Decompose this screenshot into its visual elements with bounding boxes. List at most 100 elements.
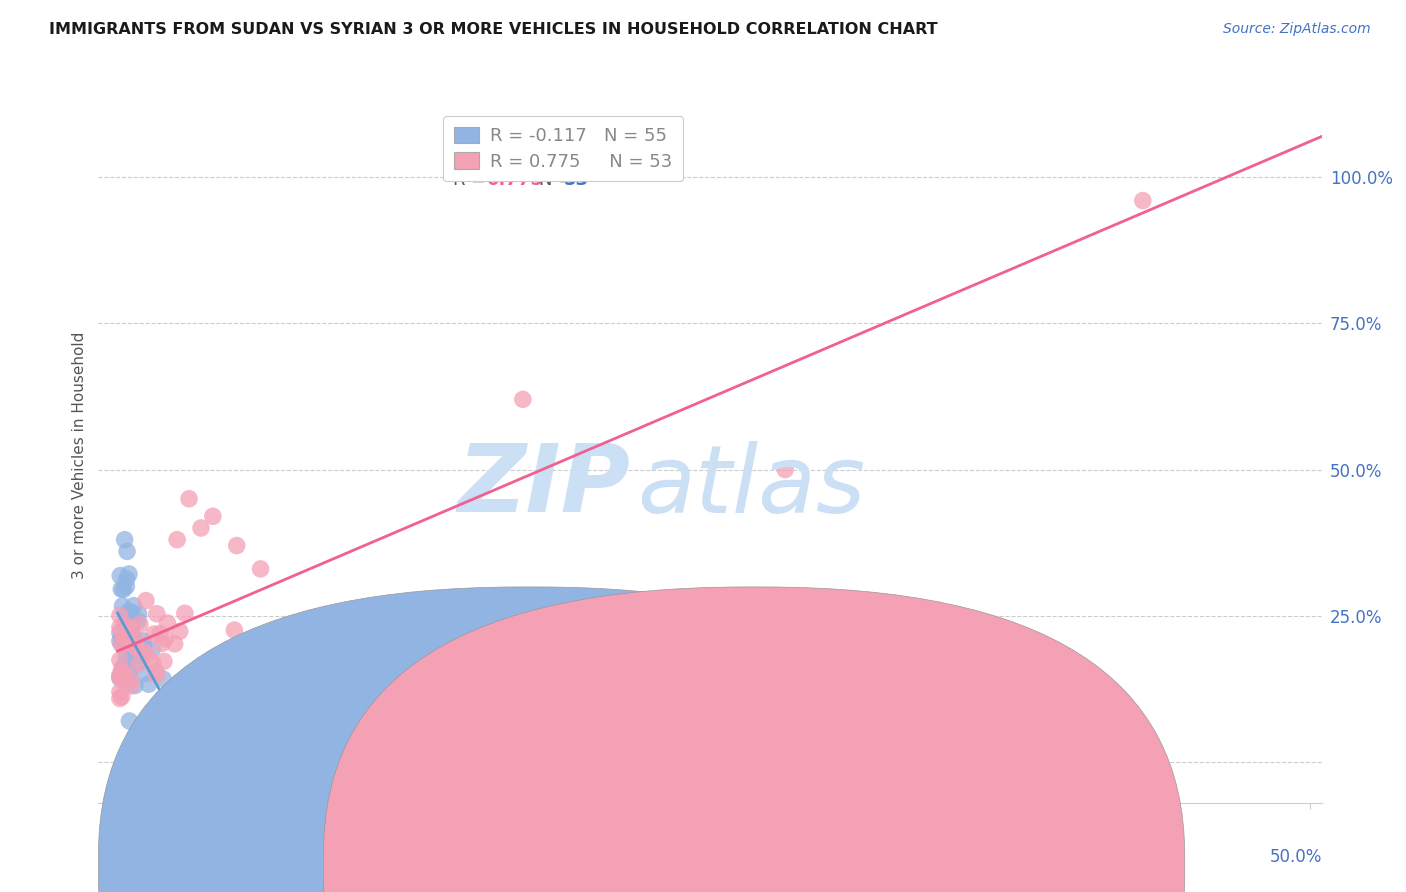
- Y-axis label: 3 or more Vehicles in Household: 3 or more Vehicles in Household: [72, 331, 87, 579]
- Point: [127, 614, 149, 628]
- Point: [108, 653, 131, 667]
- Point: [118, 665, 141, 679]
- Text: ZIP: ZIP: [457, 441, 630, 533]
- Point: [773, 462, 796, 476]
- Point: [129, 617, 152, 632]
- Point: [111, 599, 134, 613]
- Point: [132, 645, 155, 659]
- Point: [114, 669, 136, 683]
- Point: [118, 567, 141, 582]
- Point: [128, 654, 150, 668]
- Point: [166, 533, 188, 547]
- Text: 53: 53: [564, 171, 588, 189]
- Point: [118, 609, 141, 624]
- Point: [108, 620, 131, 634]
- Point: [108, 670, 131, 684]
- Point: [156, 615, 179, 630]
- Point: [179, 714, 201, 729]
- Point: [111, 667, 134, 681]
- Point: [512, 392, 534, 407]
- Point: [108, 685, 131, 699]
- Point: [146, 607, 169, 621]
- Point: [120, 673, 142, 687]
- Point: [114, 616, 136, 631]
- Point: [124, 632, 146, 647]
- Point: [146, 668, 169, 682]
- Point: [110, 582, 132, 596]
- Point: [120, 605, 142, 619]
- Point: [177, 491, 200, 506]
- Point: [112, 639, 135, 653]
- Point: [118, 633, 141, 648]
- Point: [1132, 194, 1154, 208]
- Point: [111, 632, 134, 646]
- Text: 0.775: 0.775: [486, 171, 543, 189]
- Text: 0.0%: 0.0%: [98, 848, 141, 866]
- Point: [108, 634, 131, 648]
- Point: [120, 610, 142, 624]
- Point: [249, 562, 271, 576]
- Text: R =: R =: [453, 171, 492, 189]
- Point: [136, 648, 159, 663]
- Text: IMMIGRANTS FROM SUDAN VS SYRIAN 3 OR MORE VEHICLES IN HOUSEHOLD CORRELATION CHAR: IMMIGRANTS FROM SUDAN VS SYRIAN 3 OR MOR…: [49, 22, 938, 37]
- Point: [117, 666, 139, 681]
- Point: [138, 677, 160, 691]
- Point: [131, 721, 153, 735]
- Point: [121, 613, 143, 627]
- Point: [224, 623, 246, 637]
- Point: [115, 648, 138, 663]
- Point: [110, 637, 132, 651]
- Point: [201, 509, 224, 524]
- Point: [111, 673, 134, 688]
- Point: [145, 664, 167, 678]
- Point: [108, 691, 131, 706]
- Text: Immigrants from Sudan: Immigrants from Sudan: [555, 858, 737, 872]
- Point: [121, 628, 143, 642]
- Point: [112, 665, 135, 680]
- Point: [108, 671, 131, 685]
- Point: [135, 593, 157, 607]
- Point: [118, 665, 141, 680]
- Point: [111, 662, 134, 676]
- Text: -0.117: -0.117: [486, 136, 551, 154]
- Text: Source: ZipAtlas.com: Source: ZipAtlas.com: [1223, 22, 1371, 37]
- Point: [149, 626, 172, 640]
- Point: [132, 634, 155, 648]
- Point: [190, 521, 212, 535]
- Text: Syrians: Syrians: [780, 858, 837, 872]
- Text: N =: N =: [538, 136, 579, 154]
- Point: [108, 608, 131, 623]
- Text: N =: N =: [538, 171, 579, 189]
- Point: [120, 679, 142, 693]
- Point: [157, 705, 180, 719]
- Point: [169, 624, 191, 639]
- Point: [152, 672, 174, 686]
- Point: [163, 731, 186, 746]
- Point: [122, 599, 145, 613]
- Point: [110, 625, 132, 640]
- Point: [118, 714, 141, 728]
- Point: [124, 640, 146, 654]
- Point: [128, 657, 150, 671]
- Point: [134, 666, 156, 681]
- Point: [163, 637, 186, 651]
- Point: [141, 642, 163, 657]
- Point: [153, 654, 176, 668]
- Point: [115, 544, 138, 558]
- Point: [225, 539, 247, 553]
- Point: [128, 607, 150, 621]
- Text: R =: R =: [453, 136, 492, 154]
- Point: [112, 582, 135, 597]
- Text: 50.0%: 50.0%: [1270, 848, 1322, 866]
- Point: [121, 620, 143, 634]
- Point: [121, 621, 143, 635]
- Point: [121, 647, 143, 661]
- Point: [114, 533, 136, 547]
- Point: [112, 658, 135, 673]
- Point: [173, 607, 195, 621]
- Point: [117, 625, 139, 640]
- Point: [115, 619, 138, 633]
- Point: [115, 572, 138, 586]
- Point: [110, 568, 132, 582]
- Point: [117, 627, 139, 641]
